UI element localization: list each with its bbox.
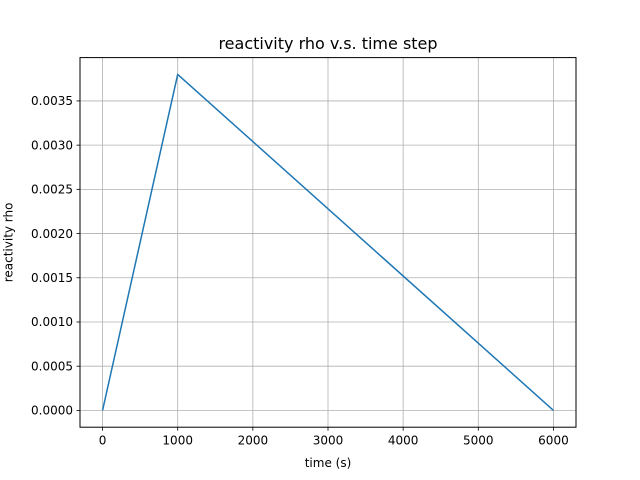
- x-axis-label: time (s): [305, 456, 352, 470]
- y-tick-label: 0.0020: [31, 227, 73, 241]
- grid: [80, 57, 576, 428]
- x-axis: 0 1000 2000 3000 4000 5000 6000: [99, 427, 569, 448]
- x-tick-label: 5000: [463, 434, 494, 448]
- chart-title: reactivity rho v.s. time step: [218, 34, 437, 53]
- x-tick-label: 3000: [313, 434, 344, 448]
- y-tick-label: 0.0035: [31, 94, 73, 108]
- y-tick-label: 0.0000: [31, 404, 73, 418]
- x-tick-label: 4000: [388, 434, 419, 448]
- x-tick-label: 1000: [162, 434, 193, 448]
- series-layer: [101, 73, 554, 411]
- y-axis: 0.0000 0.0005 0.0010 0.0015 0.0020 0.0025 0.00…: [31, 94, 80, 418]
- y-axis-label: reactivity rho: [2, 203, 16, 283]
- y-tick-label: 0.0005: [31, 359, 73, 373]
- x-tick-label: 2000: [238, 434, 269, 448]
- x-tick-label: 6000: [538, 434, 569, 448]
- y-tick-label: 0.0025: [31, 183, 73, 197]
- y-tick-label: 0.0010: [31, 315, 73, 329]
- y-tick-label: 0.0015: [31, 271, 73, 285]
- x-tick-label: 0: [99, 434, 107, 448]
- y-tick-label: 0.0030: [31, 138, 73, 152]
